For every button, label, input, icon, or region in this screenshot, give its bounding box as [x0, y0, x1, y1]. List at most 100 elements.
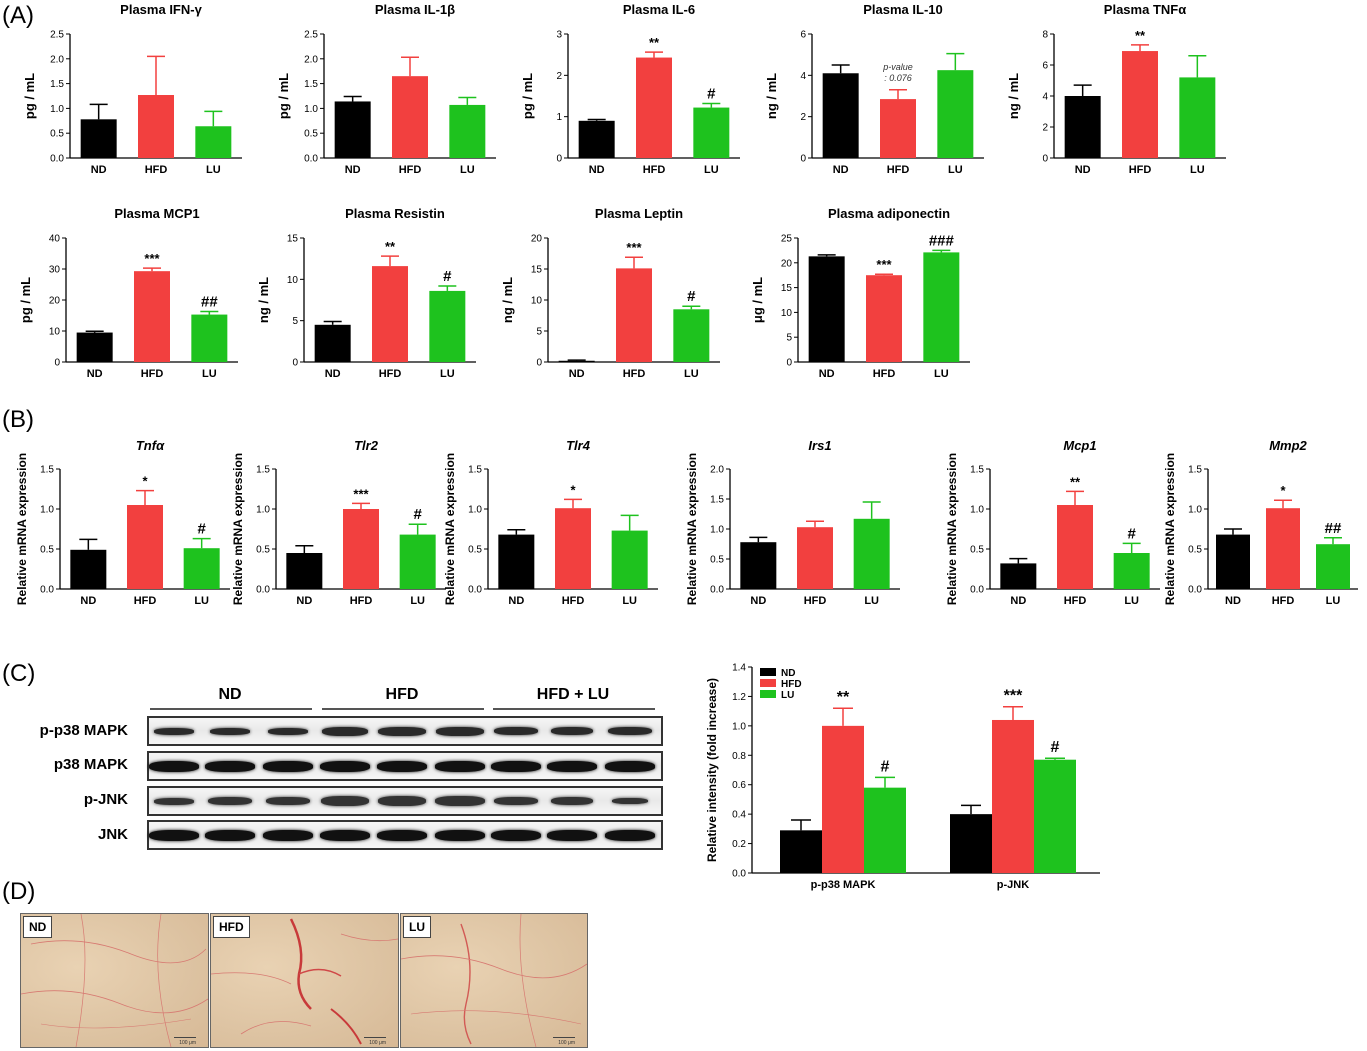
- y-tick-label: 20: [781, 258, 793, 269]
- y-tick-label: 0.4: [732, 810, 746, 821]
- significance-label: **: [385, 239, 396, 254]
- y-tick-label: 0.5: [970, 545, 984, 556]
- blot-band: [321, 796, 369, 806]
- blot-band: [608, 727, 652, 735]
- x-tick-label: HFD: [804, 595, 827, 607]
- y-tick-label: 1.0: [304, 104, 318, 115]
- blot-band: [435, 760, 485, 772]
- bar-hfd: [392, 76, 428, 158]
- y-axis-label: Relative intensity (fold increase): [705, 678, 719, 862]
- blot-band: [263, 760, 313, 772]
- bar-hfd: [797, 527, 833, 589]
- y-tick-label: 40: [49, 234, 61, 245]
- blot-band: [547, 829, 597, 841]
- y-tick-label: 15: [781, 283, 793, 294]
- y-tick-label: 0.6: [732, 780, 746, 791]
- y-tick-label: 0.2: [732, 839, 746, 850]
- x-tick-label: HFD: [350, 595, 373, 607]
- x-tick-label: HFD: [134, 595, 157, 607]
- blot-band: [378, 796, 426, 806]
- legend-label-nd: ND: [781, 668, 795, 679]
- x-tick-label: HFD: [873, 368, 896, 380]
- x-tick-label: ND: [589, 164, 605, 176]
- bar-nd: [558, 360, 595, 362]
- bar-lu: [1316, 544, 1350, 589]
- y-tick-label: 0: [292, 358, 298, 369]
- significance-label: *: [570, 482, 576, 497]
- chart-title: Plasma MCP1: [114, 206, 199, 221]
- x-tick-label: LU: [948, 164, 963, 176]
- chart-title: Plasma IL-6: [623, 2, 695, 17]
- blot-band: [268, 727, 308, 735]
- x-tick-label: ND: [296, 595, 312, 607]
- blot-band: [612, 798, 648, 804]
- scale-bar: [364, 1037, 386, 1038]
- x-tick-label: ND: [508, 595, 524, 607]
- bar-nd: [314, 324, 351, 362]
- y-tick-label: 4: [800, 71, 806, 82]
- blot-strip-jnk: [147, 820, 663, 850]
- x-tick-label: HFD: [379, 368, 402, 380]
- bar-nd: [950, 814, 992, 873]
- significance-label: #: [1127, 525, 1136, 542]
- y-tick-label: 10: [531, 296, 543, 307]
- blot-band: [377, 829, 427, 841]
- blot-strip-p38: [147, 751, 663, 781]
- legend-swatch-hfd: [760, 679, 776, 687]
- x-tick-label: ND: [87, 368, 103, 380]
- bar-hfd: [1122, 51, 1158, 158]
- y-tick-label: 1.5: [1188, 465, 1202, 476]
- bar-hfd: [1057, 505, 1093, 589]
- blot-group-line-nd: [150, 708, 312, 710]
- legend-label-lu: LU: [781, 690, 794, 701]
- bar-nd: [740, 542, 777, 589]
- bar-lu: [429, 290, 466, 362]
- bar-lu: [183, 548, 220, 589]
- blot-row-label-p-jnk: p-JNK: [83, 791, 128, 808]
- x-tick-label: LU: [704, 164, 719, 176]
- scale-text: 100 μm: [558, 1040, 575, 1046]
- y-axis-label: ng / mL: [1006, 73, 1021, 119]
- y-tick-label: 10: [781, 308, 793, 319]
- blot-group-line-hfd-lu: [493, 708, 655, 710]
- legend-swatch-nd: [760, 668, 776, 676]
- y-tick-label: 1.5: [50, 79, 64, 90]
- y-tick-label: 20: [49, 296, 61, 307]
- blot-band: [149, 829, 199, 841]
- x-tick-label: HFD: [643, 164, 666, 176]
- x-tick-label: LU: [1190, 164, 1205, 176]
- blot-group-hfd-lu: HFD + LU: [536, 686, 610, 703]
- x-tick-label: ND: [750, 595, 766, 607]
- x-tick-label: ND: [80, 595, 96, 607]
- y-tick-label: 1.5: [256, 465, 270, 476]
- histology-lu: LU 100 μm: [400, 913, 588, 1048]
- blot-band: [551, 797, 593, 805]
- blot-band: [322, 726, 368, 736]
- x-tick-label: LU: [864, 595, 879, 607]
- x-tick-label: LU: [194, 595, 209, 607]
- bar-hfd: [138, 95, 174, 158]
- bar-lu: [195, 126, 232, 158]
- blot-band: [436, 726, 484, 736]
- blot-band: [491, 760, 541, 772]
- x-tick-label: HFD: [1064, 595, 1087, 607]
- y-tick-label: 1.0: [468, 505, 482, 516]
- y-tick-label: 1.5: [304, 79, 318, 90]
- legend-label-hfd: HFD: [781, 679, 802, 690]
- chart-title: Plasma IL-1β: [375, 2, 455, 17]
- y-tick-label: 2.0: [304, 54, 318, 65]
- x-tick-label: p-JNK: [997, 879, 1029, 891]
- blot-band: [320, 760, 370, 772]
- significance-label: *: [142, 474, 148, 489]
- significance-label: #: [443, 268, 452, 285]
- x-tick-label: LU: [684, 368, 699, 380]
- histology-hfd-fibers: [211, 918, 398, 1045]
- blot-band: [205, 829, 255, 841]
- bar-hfd: [880, 99, 916, 158]
- y-axis-label: pg / mL: [18, 277, 33, 323]
- significance-label: **: [1135, 28, 1146, 43]
- chart-title: Tnfα: [136, 438, 165, 453]
- histology-lu-fibers: [401, 914, 587, 1047]
- panel-label-a: (A): [2, 2, 34, 29]
- bar-nd: [578, 120, 615, 158]
